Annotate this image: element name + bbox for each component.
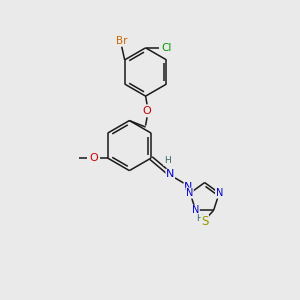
Text: H: H [164, 156, 170, 165]
Text: N: N [186, 188, 193, 198]
Text: H: H [196, 214, 202, 223]
Text: N: N [166, 169, 174, 179]
Text: Cl: Cl [162, 43, 172, 53]
Text: S: S [201, 215, 208, 228]
Text: N: N [192, 205, 199, 215]
Text: O: O [143, 106, 152, 116]
Text: N: N [215, 188, 223, 198]
Text: O: O [89, 153, 98, 163]
Text: Br: Br [116, 36, 128, 46]
Text: N: N [184, 182, 193, 192]
